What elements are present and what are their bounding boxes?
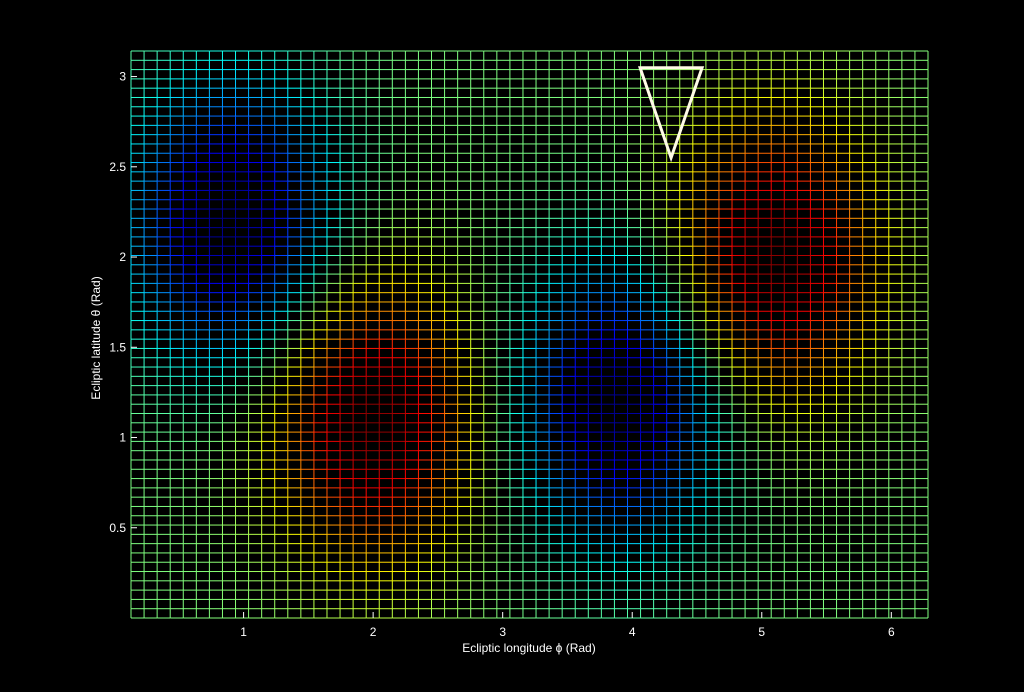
mesh-surface (130, 50, 929, 619)
